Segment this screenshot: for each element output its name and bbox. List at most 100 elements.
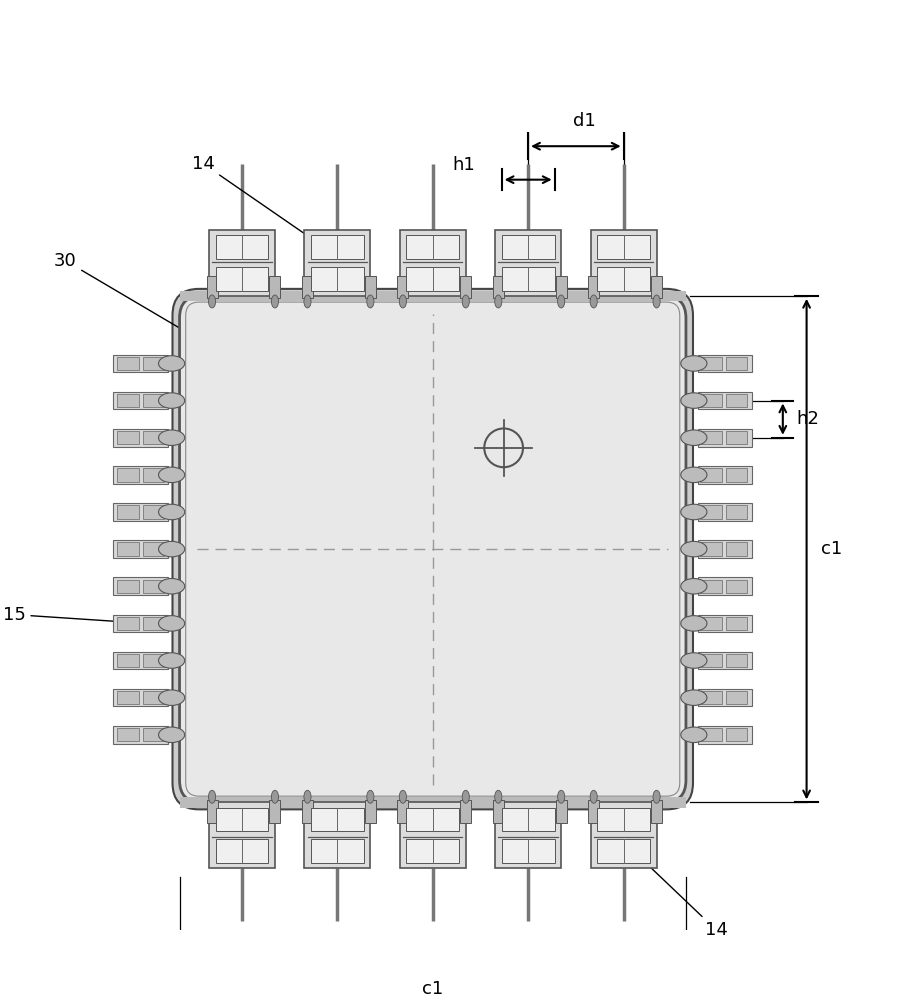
Bar [365, 800, 376, 823]
Bar [400, 230, 466, 296]
Bar [143, 468, 163, 482]
Bar [118, 394, 138, 407]
Text: 14: 14 [619, 837, 728, 939]
Ellipse shape [558, 790, 565, 803]
Ellipse shape [681, 579, 707, 594]
Bar [209, 230, 275, 296]
Bar [726, 580, 747, 593]
Ellipse shape [159, 430, 185, 445]
Ellipse shape [366, 790, 374, 803]
Text: c1: c1 [821, 540, 842, 558]
Ellipse shape [495, 790, 502, 803]
Ellipse shape [159, 356, 185, 371]
Bar [700, 654, 722, 667]
Bar [502, 808, 555, 831]
Ellipse shape [159, 653, 185, 668]
Bar [216, 267, 269, 291]
Bar [397, 800, 409, 823]
Bar [700, 580, 722, 593]
Bar [493, 800, 504, 823]
Ellipse shape [159, 616, 185, 631]
Bar [365, 276, 376, 298]
FancyBboxPatch shape [172, 289, 693, 809]
Ellipse shape [208, 790, 216, 803]
Bar [460, 276, 471, 298]
Bar [597, 267, 650, 291]
Bar [118, 431, 138, 444]
Bar [698, 429, 752, 447]
Bar [143, 691, 163, 704]
Bar [698, 540, 752, 558]
Bar [118, 505, 138, 519]
Bar [118, 691, 138, 704]
Bar [493, 276, 504, 298]
Bar [651, 800, 662, 823]
Bar [143, 654, 163, 667]
Bar [397, 276, 409, 298]
Bar [700, 542, 722, 556]
Bar [726, 691, 747, 704]
Bar [311, 235, 364, 259]
Bar [113, 540, 168, 558]
Bar [113, 392, 168, 409]
Bar [698, 615, 752, 632]
Bar [726, 431, 747, 444]
Bar [143, 542, 163, 556]
Bar [143, 728, 163, 741]
Ellipse shape [681, 504, 707, 520]
Text: 15: 15 [3, 606, 144, 624]
Bar [700, 357, 722, 370]
Ellipse shape [681, 467, 707, 483]
Text: 14: 14 [191, 155, 335, 255]
Bar [460, 800, 471, 823]
Bar [143, 394, 163, 407]
Bar [113, 429, 168, 447]
Bar [113, 652, 168, 669]
Bar [698, 466, 752, 484]
Bar [700, 468, 722, 482]
Bar [118, 542, 138, 556]
Ellipse shape [366, 295, 374, 308]
Bar [588, 800, 599, 823]
Bar [118, 617, 138, 630]
Bar [113, 503, 168, 521]
Bar [118, 654, 138, 667]
Bar [700, 691, 722, 704]
Bar [700, 617, 722, 630]
Bar [698, 355, 752, 372]
Ellipse shape [462, 790, 470, 803]
Ellipse shape [653, 295, 660, 308]
Bar [726, 468, 747, 482]
Ellipse shape [159, 504, 185, 520]
Ellipse shape [304, 790, 311, 803]
Ellipse shape [681, 616, 707, 631]
Bar [118, 580, 138, 593]
Text: 30: 30 [54, 252, 212, 347]
Bar [698, 503, 752, 521]
Bar [143, 357, 163, 370]
Bar [207, 276, 217, 298]
Ellipse shape [681, 393, 707, 408]
Bar [698, 689, 752, 706]
Ellipse shape [400, 790, 407, 803]
Bar [113, 577, 168, 595]
Ellipse shape [462, 295, 470, 308]
Bar [269, 800, 280, 823]
Bar [209, 802, 275, 868]
FancyBboxPatch shape [180, 296, 686, 802]
Bar [556, 276, 567, 298]
Bar [180, 291, 686, 301]
Text: d1: d1 [573, 112, 596, 130]
Bar [597, 808, 650, 831]
Ellipse shape [271, 790, 278, 803]
Bar [304, 230, 370, 296]
Bar [698, 652, 752, 669]
Text: h2: h2 [796, 410, 819, 428]
Text: c1: c1 [422, 980, 444, 998]
Bar [726, 617, 747, 630]
Bar [302, 800, 313, 823]
Bar [698, 726, 752, 744]
Bar [207, 800, 217, 823]
Ellipse shape [681, 727, 707, 743]
Bar [311, 839, 364, 863]
